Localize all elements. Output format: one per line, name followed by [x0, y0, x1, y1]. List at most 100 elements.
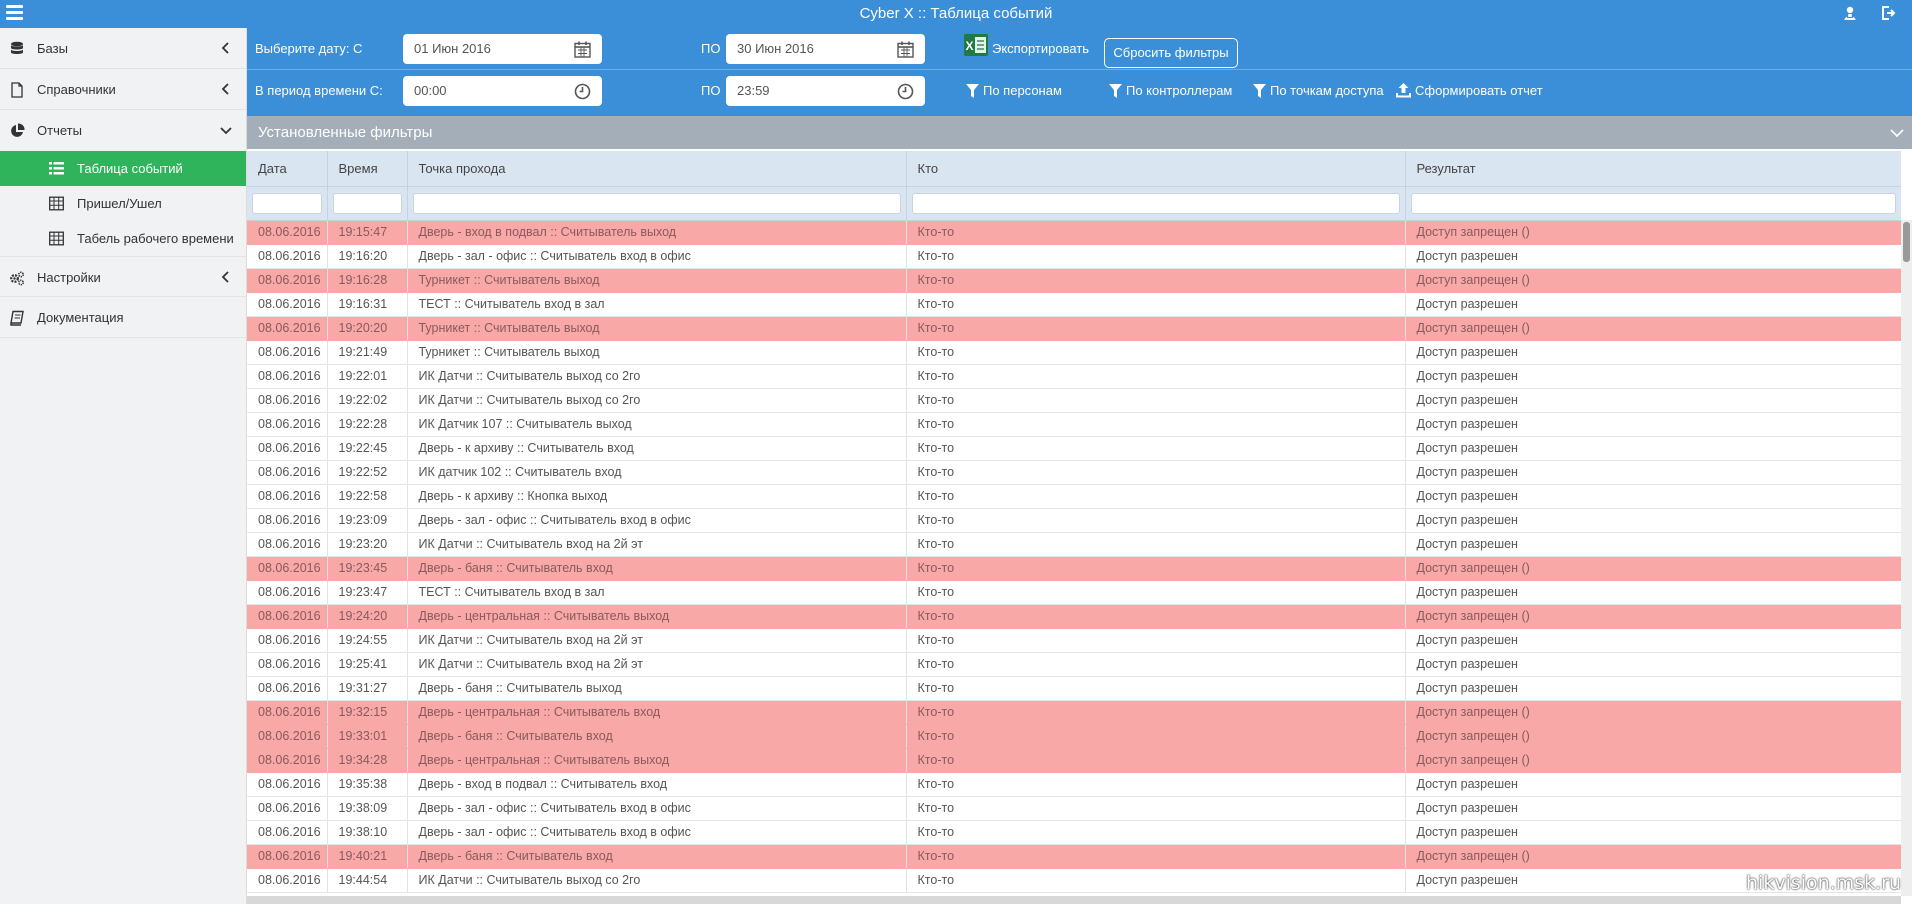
horizontal-scrollbar[interactable]	[247, 896, 1901, 904]
column-header-who[interactable]: Кто	[906, 151, 1406, 187]
table-row[interactable]: 08.06.2016 19:22:02 ИК Датчи :: Считывател…	[247, 388, 1901, 413]
filter-by-access-points-button[interactable]: По точкам доступа	[1253, 70, 1384, 112]
table-row[interactable]: 08.06.2016 19:44:54 ИК Датчи :: Считывател…	[247, 868, 1901, 893]
table-row[interactable]: 08.06.2016 19:22:45 Дверь - к архиву :: Сч…	[247, 436, 1901, 461]
applied-filters-panel[interactable]: Установленные фильтры	[247, 116, 1912, 149]
cell-access-point: Дверь - зал - офис :: Считыватель вход в…	[407, 244, 907, 269]
column-header-result[interactable]: Результат	[1405, 151, 1901, 187]
sidebar-subitem-events-table[interactable]: Таблица событий	[0, 151, 246, 186]
cell-date: 08.06.2016	[247, 700, 328, 725]
filter-by-persons-button[interactable]: По персонам	[966, 70, 1062, 112]
clock-icon[interactable]	[574, 83, 591, 100]
access-point-filter-input[interactable]	[412, 192, 901, 214]
cell-result: Доступ разрешен	[1405, 676, 1901, 701]
cell-access-point: ИК Датчи :: Считыватель выход со 2го	[407, 388, 907, 413]
cell-date: 08.06.2016	[247, 460, 328, 485]
cell-result: Доступ разрешен	[1405, 772, 1901, 797]
table-row[interactable]: 08.06.2016 19:24:20 Дверь - центральная ::…	[247, 604, 1901, 629]
table-row[interactable]: 08.06.2016 19:24:55 ИК Датчи :: Считывател…	[247, 628, 1901, 653]
table-row[interactable]: 08.06.2016 19:34:28 Дверь - центральная ::…	[247, 748, 1901, 773]
cell-time: 19:22:01	[327, 364, 408, 389]
clock-icon[interactable]	[897, 83, 914, 100]
sidebar: Базы Справочники Отчеты Таблица событий …	[0, 28, 247, 904]
cell-date: 08.06.2016	[247, 316, 328, 341]
result-filter-input[interactable]	[1410, 192, 1896, 214]
table-row[interactable]: 08.06.2016 19:38:10 Дверь - зал - офис :: …	[247, 820, 1901, 845]
cell-date: 08.06.2016	[247, 340, 328, 365]
cell-access-point: Дверь - баня :: Считыватель выход	[407, 676, 907, 701]
events-table: Дата Время Точка прохода Кто Результат 0…	[247, 151, 1901, 896]
make-report-button[interactable]: Сформировать отчет	[1396, 70, 1543, 112]
table-row[interactable]: 08.06.2016 19:22:58 Дверь - к архиву :: Кн…	[247, 484, 1901, 509]
menu-icon[interactable]	[6, 5, 23, 22]
table-row[interactable]: 08.06.2016 19:25:41 ИК Датчи :: Считывател…	[247, 652, 1901, 677]
sidebar-item-reports[interactable]: Отчеты	[0, 110, 246, 151]
column-filter-cell	[906, 186, 1406, 221]
sidebar-item-documentation[interactable]: Документация	[0, 297, 246, 338]
column-header-date[interactable]: Дата	[247, 151, 328, 187]
date-to-label: ПО	[701, 41, 721, 56]
cell-access-point: Дверь - вход в подвал :: Считыватель вхо…	[407, 772, 907, 797]
table-row[interactable]: 08.06.2016 19:38:09 Дверь - зал - офис :: …	[247, 796, 1901, 821]
table-row[interactable]: 08.06.2016 19:23:47 ТЕСТ :: Считыватель вх…	[247, 580, 1901, 605]
cell-date: 08.06.2016	[247, 220, 328, 245]
table-row[interactable]: 08.06.2016 19:22:28 ИК Датчик 107 :: Считы…	[247, 412, 1901, 437]
export-button[interactable]: X Экспортировать	[964, 28, 1089, 70]
table-icon	[49, 231, 64, 246]
table-row[interactable]: 08.06.2016 19:33:01 Дверь - баня :: Считыв…	[247, 724, 1901, 749]
cell-who: Кто-то	[906, 364, 1406, 389]
table-row[interactable]: 08.06.2016 19:22:01 ИК Датчи :: Считывател…	[247, 364, 1901, 389]
column-header-time[interactable]: Время	[327, 151, 408, 187]
logout-icon[interactable]	[1880, 5, 1896, 21]
user-icon[interactable]	[1842, 5, 1858, 21]
scrollbar-thumb[interactable]	[1903, 222, 1910, 262]
cell-time: 19:38:10	[327, 820, 408, 845]
table-row[interactable]: 08.06.2016 19:16:28 Турникет :: Считывател…	[247, 268, 1901, 293]
table-row[interactable]: 08.06.2016 19:31:27 Дверь - баня :: Считыв…	[247, 676, 1901, 701]
table-row[interactable]: 08.06.2016 19:40:21 Дверь - баня :: Считыв…	[247, 844, 1901, 869]
vertical-scrollbar[interactable]	[1901, 220, 1912, 896]
cell-result: Доступ разрешен	[1405, 628, 1901, 653]
date-filter-input[interactable]	[252, 192, 322, 214]
table-row[interactable]: 08.06.2016 19:15:47 Дверь - вход в подвал …	[247, 220, 1901, 245]
sidebar-subitem-timesheet[interactable]: Табель рабочего времени	[0, 221, 246, 256]
date-to-input[interactable]: 30 Июн 2016	[726, 34, 925, 64]
table-row[interactable]: 08.06.2016 19:16:20 Дверь - зал - офис :: …	[247, 244, 1901, 269]
date-from-label: Выберите дату: С	[255, 41, 363, 56]
sidebar-subitem-came-left[interactable]: Пришел/Ушел	[0, 186, 246, 221]
table-row[interactable]: 08.06.2016 19:20:20 Турникет :: Считывател…	[247, 316, 1901, 341]
filter-bar: Выберите дату: С 01 Июн 2016 ПО 30 Июн 2…	[247, 28, 1912, 116]
sidebar-item-settings[interactable]: Настройки	[0, 256, 246, 297]
cell-time: 19:31:27	[327, 676, 408, 701]
cell-time: 19:35:38	[327, 772, 408, 797]
table-row[interactable]: 08.06.2016 19:23:45 Дверь - баня :: Считыв…	[247, 556, 1901, 581]
time-to-input[interactable]: 23:59	[726, 76, 925, 106]
cell-who: Кто-то	[906, 268, 1406, 293]
table-row[interactable]: 08.06.2016 19:16:31 ТЕСТ :: Считыватель вх…	[247, 292, 1901, 317]
filter-by-controllers-button[interactable]: По контроллерам	[1109, 70, 1232, 112]
table-row[interactable]: 08.06.2016 19:21:49 Турникет :: Считывател…	[247, 340, 1901, 365]
table-row[interactable]: 08.06.2016 19:35:38 Дверь - вход в подвал …	[247, 772, 1901, 797]
export-label: Экспортировать	[992, 41, 1089, 56]
filter-icon	[1253, 84, 1266, 98]
cell-who: Кто-то	[906, 412, 1406, 437]
cell-date: 08.06.2016	[247, 292, 328, 317]
cell-result: Доступ запрещен ()	[1405, 748, 1901, 773]
who-filter-input[interactable]	[911, 192, 1400, 214]
table-row[interactable]: 08.06.2016 19:23:09 Дверь - зал - офис :: …	[247, 508, 1901, 533]
svg-text:X: X	[965, 39, 973, 53]
calendar-icon[interactable]	[574, 41, 591, 58]
sidebar-item-references[interactable]: Справочники	[0, 69, 246, 110]
sidebar-item-databases[interactable]: Базы	[0, 28, 246, 69]
table-row[interactable]: 08.06.2016 19:32:15 Дверь - центральная ::…	[247, 700, 1901, 725]
calendar-icon[interactable]	[897, 41, 914, 58]
applied-filters-title: Установленные фильтры	[258, 124, 433, 141]
column-header-access-point[interactable]: Точка прохода	[407, 151, 907, 187]
time-from-input[interactable]: 00:00	[403, 76, 602, 106]
reset-filters-button[interactable]: Сбросить фильтры	[1104, 38, 1238, 68]
time-filter-input[interactable]	[332, 192, 402, 214]
cell-date: 08.06.2016	[247, 868, 328, 893]
date-from-input[interactable]: 01 Июн 2016	[403, 34, 602, 64]
table-row[interactable]: 08.06.2016 19:22:52 ИК датчик 102 :: Считы…	[247, 460, 1901, 485]
table-row[interactable]: 08.06.2016 19:23:20 ИК Датчи :: Считывател…	[247, 532, 1901, 557]
